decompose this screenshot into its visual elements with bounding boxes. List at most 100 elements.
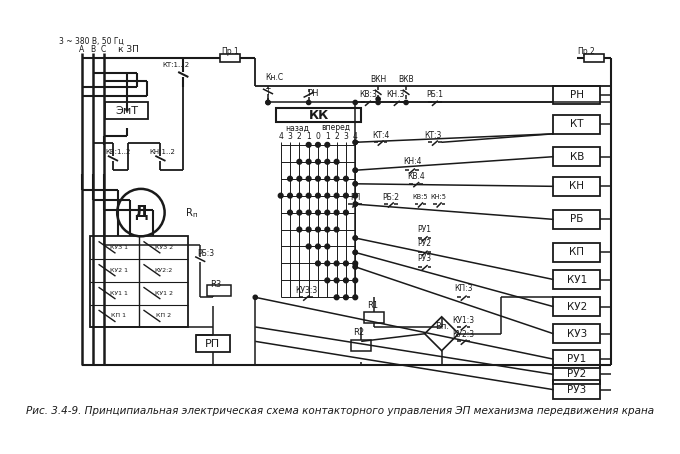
Text: КУЗ 2: КУЗ 2 <box>155 245 173 250</box>
Circle shape <box>288 210 292 215</box>
Text: РБ:3: РБ:3 <box>198 249 215 258</box>
Bar <box>207 286 231 296</box>
Text: 4: 4 <box>353 132 358 141</box>
Circle shape <box>353 202 358 206</box>
Bar <box>554 148 600 166</box>
Text: ВКВ: ВКВ <box>398 75 414 84</box>
Text: R3: R3 <box>210 280 221 289</box>
Text: Кн.С: Кн.С <box>266 73 284 82</box>
Text: назад: назад <box>286 123 309 133</box>
Circle shape <box>353 202 358 206</box>
Circle shape <box>335 159 339 164</box>
Text: вперед: вперед <box>321 123 350 133</box>
Text: к ЗП: к ЗП <box>118 45 139 54</box>
Text: 3: 3 <box>343 132 348 141</box>
Text: КН:4: КН:4 <box>403 157 422 166</box>
Text: КУ1:3: КУ1:3 <box>453 316 475 325</box>
Circle shape <box>325 193 330 198</box>
Text: ВКН: ВКН <box>370 75 386 84</box>
Circle shape <box>353 265 358 269</box>
Text: Пр.2: Пр.2 <box>577 47 594 56</box>
Circle shape <box>353 236 358 240</box>
Text: Вп.: Вп. <box>435 321 449 331</box>
Circle shape <box>343 261 348 266</box>
Bar <box>554 177 600 196</box>
Text: Д: Д <box>134 205 148 220</box>
Bar <box>351 340 371 350</box>
Text: КУ1: КУ1 <box>566 275 587 285</box>
Text: КВ.4: КВ.4 <box>407 172 425 181</box>
Text: 1: 1 <box>325 132 330 141</box>
Circle shape <box>316 227 320 232</box>
Text: КУ1 2: КУ1 2 <box>155 291 173 296</box>
Circle shape <box>325 244 330 249</box>
Text: РП: РП <box>205 339 220 349</box>
Circle shape <box>404 100 408 104</box>
Text: КУЗ:3: КУЗ:3 <box>295 286 318 295</box>
Text: 0: 0 <box>316 132 320 141</box>
Text: КП: КП <box>569 247 584 257</box>
Circle shape <box>306 227 311 232</box>
Bar <box>554 380 600 399</box>
Bar <box>554 325 600 343</box>
Circle shape <box>335 295 339 300</box>
Circle shape <box>353 265 358 269</box>
Text: КП 2: КП 2 <box>156 313 171 318</box>
Circle shape <box>306 244 311 249</box>
Circle shape <box>288 176 292 181</box>
Text: Пр.1: Пр.1 <box>221 47 239 56</box>
Circle shape <box>335 278 339 283</box>
Text: РУ3: РУ3 <box>567 385 586 395</box>
Bar <box>554 365 600 384</box>
Text: R: R <box>186 207 192 217</box>
Bar <box>554 210 600 229</box>
Bar <box>554 115 600 134</box>
Circle shape <box>325 261 330 266</box>
Circle shape <box>353 193 358 198</box>
Text: КУ2: КУ2 <box>566 301 587 311</box>
Bar <box>554 270 600 289</box>
Circle shape <box>325 143 330 147</box>
Circle shape <box>353 140 358 144</box>
Text: п: п <box>192 212 197 218</box>
Circle shape <box>316 193 320 198</box>
Circle shape <box>335 176 339 181</box>
Bar <box>554 85 600 104</box>
Circle shape <box>353 261 358 266</box>
Circle shape <box>353 236 358 240</box>
Circle shape <box>353 278 358 283</box>
Bar <box>196 336 230 352</box>
Text: РБ:2: РБ:2 <box>382 193 399 202</box>
Bar <box>277 109 361 122</box>
Circle shape <box>325 278 330 283</box>
Bar <box>364 312 384 323</box>
Text: A: A <box>79 45 84 54</box>
Text: ЭмТ: ЭмТ <box>115 106 138 116</box>
Text: КК: КК <box>309 109 329 122</box>
Circle shape <box>306 143 311 147</box>
Bar <box>554 297 600 316</box>
Circle shape <box>353 168 358 173</box>
Circle shape <box>335 193 339 198</box>
Text: РУ1: РУ1 <box>418 225 432 234</box>
Text: КУ2:2: КУ2:2 <box>154 268 173 273</box>
Circle shape <box>316 244 320 249</box>
Text: R2: R2 <box>353 328 364 337</box>
Text: КН: КН <box>569 181 584 191</box>
Circle shape <box>343 193 348 198</box>
Text: 2: 2 <box>335 132 339 141</box>
Circle shape <box>343 278 348 283</box>
Circle shape <box>325 210 330 215</box>
Text: КТ:3: КТ:3 <box>424 131 442 140</box>
Bar <box>220 54 240 62</box>
Text: КВ: КВ <box>570 152 584 162</box>
Text: РУ3: РУ3 <box>418 254 432 263</box>
Circle shape <box>306 210 311 215</box>
Circle shape <box>253 295 258 300</box>
Text: 3 ~ 380 В, 50 Гц: 3 ~ 380 В, 50 Гц <box>58 37 124 46</box>
Circle shape <box>343 176 348 181</box>
Circle shape <box>316 176 320 181</box>
Text: РП: РП <box>350 193 360 202</box>
Circle shape <box>307 100 311 104</box>
Bar <box>90 237 188 327</box>
